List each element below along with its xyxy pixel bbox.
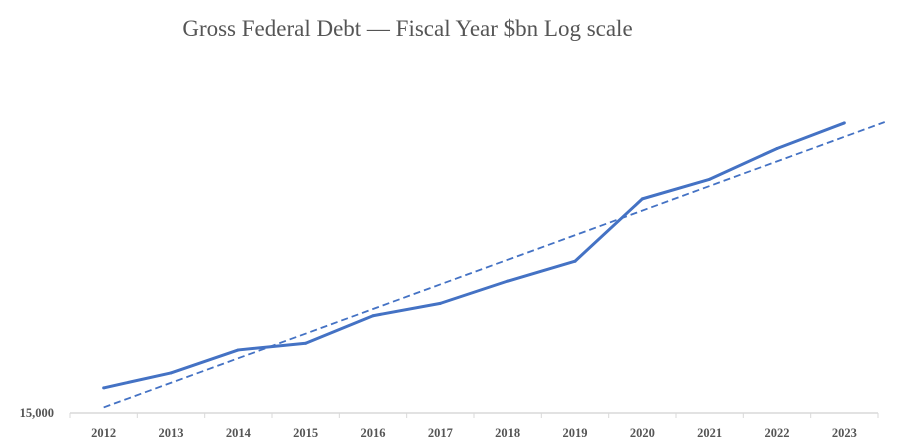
x-tick-label: 2015 [293, 426, 318, 440]
x-tick-label: 2023 [832, 426, 857, 440]
x-tick-label: 2018 [495, 426, 520, 440]
x-tick-label: 2021 [697, 426, 722, 440]
data-point [842, 121, 846, 125]
chart-title: Gross Federal Debt — Fiscal Year $bn Log… [182, 16, 633, 41]
x-tick-label: 2012 [91, 426, 116, 440]
trendline [103, 121, 886, 409]
x-tick-label: 2016 [361, 426, 386, 440]
data-point [506, 279, 510, 283]
data-point [169, 371, 173, 375]
data-point [708, 177, 712, 181]
x-tick-label: 2013 [159, 426, 184, 440]
data-point [640, 197, 644, 201]
x-tick-label: 2022 [765, 426, 790, 440]
data-point [573, 259, 577, 263]
data-point [236, 348, 240, 352]
y-tick-label: 15,000 [20, 406, 54, 420]
data-point [304, 341, 308, 345]
series-line [103, 121, 845, 390]
x-tick-label: 2014 [226, 426, 252, 440]
x-tick-label: 2017 [428, 426, 453, 440]
data-point [102, 386, 106, 390]
data-point [371, 314, 375, 318]
data-point [438, 301, 442, 305]
data-point [775, 146, 779, 150]
x-tick-label: 2019 [563, 426, 588, 440]
x-tick-label: 2020 [630, 426, 655, 440]
